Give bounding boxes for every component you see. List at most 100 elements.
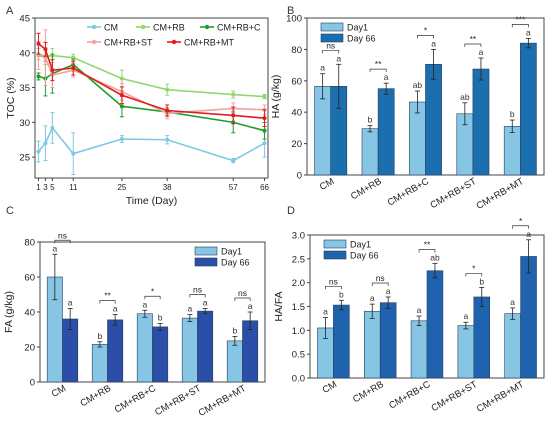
bar-day1 (457, 325, 475, 379)
significance-letter: b (232, 326, 237, 336)
comparison-bracket (369, 68, 387, 73)
bar-day66 (520, 256, 537, 379)
legend-label: Day1 (347, 23, 368, 33)
y-tick-label: 60 (291, 76, 302, 87)
x-tick-label: CM+RB+ST (153, 383, 203, 418)
significance-letter: a (336, 53, 341, 63)
significance-letter: a (142, 299, 147, 309)
significance-letter: a (248, 301, 253, 311)
data-point (231, 113, 236, 118)
legend-swatch (194, 246, 218, 256)
y-tick-label: 0 (297, 171, 302, 182)
legend-label: Day 66 (350, 251, 379, 261)
legend-label: CM+RB+C (217, 23, 261, 33)
comparison-bracket (325, 285, 342, 290)
data-point (231, 158, 236, 163)
bar-day1 (410, 320, 428, 379)
x-tick-label: CM+RB+C (113, 383, 158, 416)
significance-letter: a (417, 305, 422, 315)
bar-day66 (242, 320, 259, 383)
comparison-mark: ** (375, 59, 382, 69)
bar-day1 (226, 340, 243, 383)
bar-day1 (503, 126, 521, 176)
significance-letter: b (158, 312, 163, 322)
comparison-mark: * (472, 263, 476, 273)
bar-day66 (333, 304, 350, 379)
panel-letter: D (287, 205, 295, 217)
bar-day1 (504, 313, 521, 379)
x-tick-label: CM+RB+C (387, 379, 432, 412)
comparison-bracket (189, 294, 206, 298)
bar-day1 (136, 313, 153, 383)
bar-day66 (472, 68, 490, 176)
bar-day66 (425, 64, 442, 176)
bar-day66 (379, 302, 397, 379)
y-tick-label: 30 (19, 118, 30, 129)
bar-day1 (314, 85, 332, 176)
data-point (50, 68, 55, 73)
data-point (71, 66, 76, 71)
legend-label: Day 66 (347, 34, 376, 44)
x-tick-label: CM+RB (351, 379, 386, 405)
y-axis-label: HA/FA (273, 291, 285, 321)
data-point (165, 137, 170, 142)
x-tick-label: CM+RB+ST (429, 176, 479, 211)
y-tick-label: 40 (24, 308, 35, 319)
bar-day66 (473, 296, 491, 379)
category-group: a ans CM+RB (351, 273, 397, 405)
y-tick-label: 80 (291, 45, 302, 56)
data-point (262, 141, 267, 146)
legend-swatch (320, 22, 344, 32)
significance-letter: b (479, 276, 484, 286)
y-tick-label: 0.5 (292, 350, 305, 361)
comparison-mark: ns (326, 40, 335, 50)
comparison-bracket (465, 273, 483, 277)
x-tick-label: CM+RB+MT (475, 176, 526, 212)
y-tick-label: 45 (19, 14, 30, 25)
legend-label: Day1 (350, 240, 371, 250)
significance-letter: a (52, 243, 57, 253)
comparison-mark: * (519, 216, 523, 226)
y-tick-label: 60 (24, 273, 35, 284)
bar-day1 (91, 344, 108, 383)
legend-swatch (194, 257, 218, 267)
legend-swatch (323, 239, 347, 249)
legend-marker (171, 39, 177, 45)
y-axis-label: FA (g/kg) (3, 291, 15, 333)
comparison-mark: * (151, 286, 155, 296)
x-tick-label: CM (50, 383, 68, 400)
data-point (43, 47, 48, 52)
y-tick-label: 80 (24, 238, 35, 249)
data-point (165, 108, 170, 113)
y-axis-label: TOC (%) (5, 77, 17, 118)
data-point (262, 128, 267, 133)
x-tick-label: 3 (43, 183, 48, 192)
bar-day66 (107, 319, 124, 383)
panel-letter: A (6, 5, 14, 17)
x-tick-label: 57 (229, 183, 238, 192)
significance-letter: b (510, 109, 515, 119)
significance-letter: a (431, 38, 436, 48)
data-point (119, 93, 124, 98)
bar-day66 (377, 88, 395, 176)
legend-marker (91, 24, 97, 30)
x-tick-label: CM+RB+MT (475, 379, 526, 415)
comparison-bracket (417, 35, 434, 39)
legend-label: CM+RB+MT (184, 38, 235, 48)
bar-day66 (197, 310, 214, 383)
y-tick-label: 2.0 (292, 278, 305, 289)
series-cm-rb-c (36, 53, 267, 140)
y-tick-label: 35 (19, 83, 30, 94)
significance-letter: a (526, 27, 531, 37)
x-tick-label: CM (318, 176, 336, 193)
data-point (262, 94, 267, 99)
legend-swatch (323, 250, 347, 260)
category-group: a bns CM (317, 276, 350, 396)
data-point (71, 151, 76, 156)
x-tick-label: 11 (69, 183, 78, 192)
bar-day66 (519, 42, 537, 176)
x-tick-label: CM+RB+MT (197, 383, 248, 419)
comparison-bracket (511, 24, 529, 28)
